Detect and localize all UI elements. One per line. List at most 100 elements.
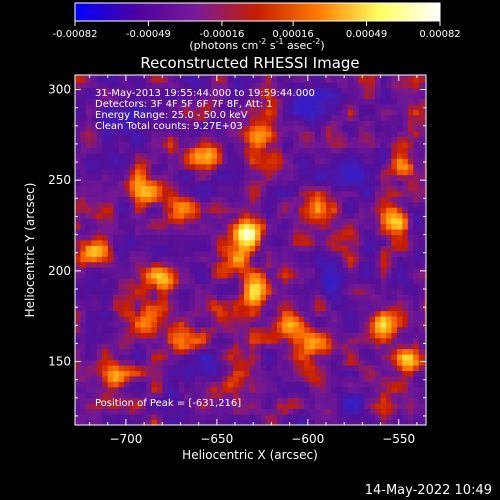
heatmap-cell bbox=[364, 245, 371, 252]
heatmap-cell bbox=[162, 191, 169, 197]
heatmap-cell bbox=[162, 376, 169, 382]
heatmap-cell bbox=[145, 261, 152, 268]
heatmap-cell bbox=[249, 267, 256, 274]
heatmap-cell bbox=[380, 321, 387, 328]
heatmap-cell bbox=[385, 104, 392, 110]
heatmap-cell bbox=[151, 414, 158, 420]
heatmap-cell bbox=[244, 245, 250, 252]
heatmap-cell bbox=[282, 196, 289, 203]
heatmap-cell bbox=[75, 299, 81, 306]
heatmap-cell bbox=[298, 104, 305, 110]
heatmap-cell bbox=[222, 93, 229, 99]
heatmap-cell bbox=[107, 332, 114, 339]
heatmap-cell bbox=[358, 365, 365, 371]
heatmap-cell bbox=[249, 414, 256, 420]
heatmap-cell bbox=[227, 207, 234, 214]
heatmap-cell bbox=[331, 240, 338, 246]
heatmap-cell bbox=[325, 75, 332, 78]
heatmap-cell bbox=[173, 98, 180, 105]
heatmap-cell bbox=[173, 147, 180, 154]
heatmap-cell bbox=[358, 294, 365, 301]
heatmap-cell bbox=[315, 403, 321, 410]
heatmap-cell bbox=[178, 234, 185, 241]
heatmap-cell bbox=[391, 136, 398, 143]
heatmap-cell bbox=[249, 305, 256, 312]
heatmap-cell bbox=[364, 310, 371, 317]
heatmap-cell bbox=[418, 125, 425, 132]
heatmap-cell bbox=[91, 185, 98, 192]
heatmap-cell bbox=[238, 120, 245, 127]
heatmap-cell bbox=[315, 76, 321, 83]
heatmap-cell bbox=[271, 365, 278, 371]
heatmap-cell bbox=[315, 169, 321, 176]
heatmap-cell bbox=[385, 278, 392, 284]
heatmap-cell bbox=[325, 98, 332, 105]
heatmap-cell bbox=[107, 240, 114, 246]
heatmap-cell bbox=[244, 337, 250, 344]
heatmap-cell bbox=[342, 397, 349, 404]
heatmap-cell bbox=[178, 147, 185, 154]
heatmap-cell bbox=[227, 147, 234, 154]
heatmap-cell bbox=[189, 327, 196, 333]
heatmap-cell bbox=[325, 288, 332, 295]
heatmap-cell bbox=[156, 261, 163, 268]
heatmap-cell bbox=[391, 196, 398, 203]
heatmap-cell bbox=[298, 288, 305, 295]
heatmap-cell bbox=[424, 240, 427, 246]
heatmap-cell bbox=[255, 294, 261, 301]
heatmap-cell bbox=[424, 343, 427, 350]
heatmap-cell bbox=[189, 261, 196, 268]
heatmap-cell bbox=[320, 240, 327, 246]
heatmap-cell bbox=[75, 75, 81, 78]
heatmap-cell bbox=[216, 152, 223, 159]
heatmap-cell bbox=[211, 212, 218, 219]
heatmap-cell bbox=[271, 120, 278, 127]
heatmap-cell bbox=[358, 332, 365, 339]
heatmap-cell bbox=[287, 191, 294, 197]
heatmap-cell bbox=[260, 288, 267, 295]
heatmap-cell bbox=[200, 327, 207, 333]
heatmap-cell bbox=[380, 272, 387, 279]
heatmap-cell bbox=[287, 234, 294, 241]
heatmap-cell bbox=[102, 365, 109, 371]
heatmap-cell bbox=[331, 343, 338, 350]
heatmap-cell bbox=[107, 185, 114, 192]
heatmap-cell bbox=[85, 104, 92, 110]
heatmap-cell bbox=[380, 142, 387, 148]
heatmap-cell bbox=[145, 174, 152, 181]
heatmap-cell bbox=[336, 359, 343, 366]
heatmap-cell bbox=[107, 370, 114, 377]
heatmap-cell bbox=[375, 250, 381, 257]
heatmap-cell bbox=[353, 267, 360, 274]
heatmap-cell bbox=[375, 354, 381, 361]
heatmap-cell bbox=[173, 87, 180, 94]
heatmap-cell bbox=[385, 240, 392, 246]
heatmap-cell bbox=[184, 229, 190, 235]
heatmap-cell bbox=[364, 256, 371, 263]
heatmap-cell bbox=[407, 158, 414, 165]
heatmap-cell bbox=[320, 261, 327, 268]
heatmap-cell bbox=[135, 75, 141, 78]
heatmap-cell bbox=[227, 354, 234, 361]
heatmap-cell bbox=[424, 414, 427, 420]
heatmap-cell bbox=[184, 354, 190, 361]
heatmap-cell bbox=[96, 245, 103, 252]
heatmap-cell bbox=[167, 196, 174, 203]
heatmap-cell bbox=[189, 109, 196, 116]
heatmap-cell bbox=[353, 147, 360, 154]
heatmap-cell bbox=[96, 109, 103, 116]
heatmap-cell bbox=[293, 218, 300, 225]
heatmap-cell bbox=[227, 120, 234, 127]
heatmap-cell bbox=[325, 114, 332, 121]
heatmap-cell bbox=[200, 180, 207, 187]
heatmap-cell bbox=[102, 98, 109, 105]
heatmap-cell bbox=[233, 191, 240, 197]
heatmap-cell bbox=[375, 109, 381, 116]
heatmap-cell bbox=[424, 299, 427, 306]
heatmap-cell bbox=[118, 278, 125, 284]
heatmap-cell bbox=[293, 365, 300, 371]
heatmap-cell bbox=[407, 321, 414, 328]
heatmap-cell bbox=[162, 131, 169, 138]
heatmap-cell bbox=[396, 180, 403, 187]
heatmap-cell bbox=[200, 359, 207, 366]
